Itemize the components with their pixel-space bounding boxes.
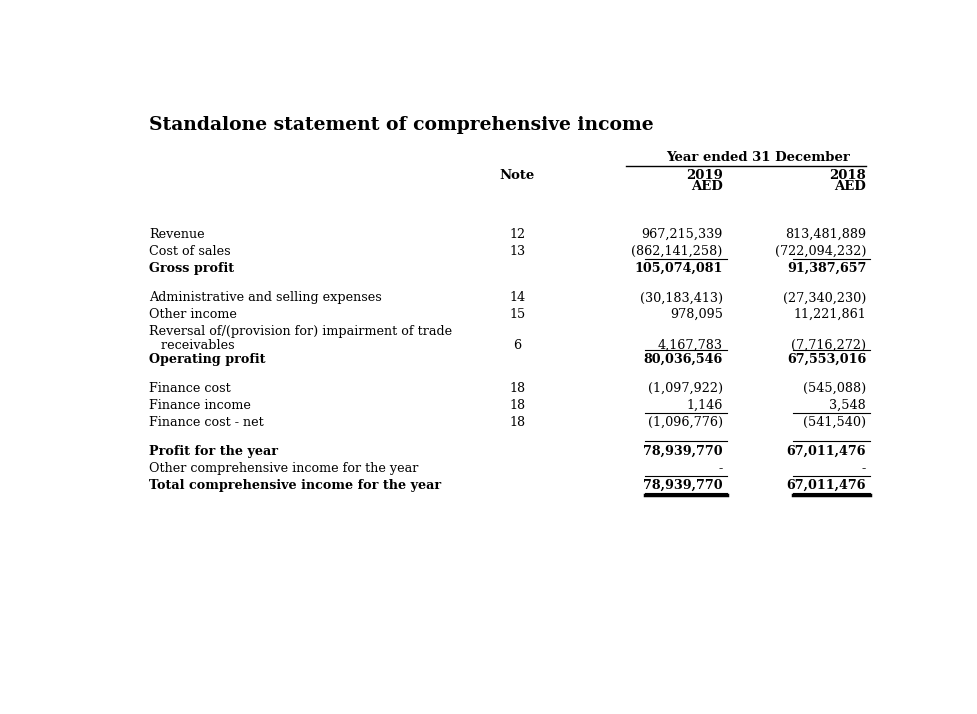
Text: Standalone statement of comprehensive income: Standalone statement of comprehensive in…: [149, 116, 654, 134]
Text: 67,011,476: 67,011,476: [786, 479, 867, 492]
Text: 1,146: 1,146: [687, 399, 723, 412]
Text: Finance income: Finance income: [149, 399, 251, 412]
Text: Administrative and selling expenses: Administrative and selling expenses: [149, 291, 382, 304]
Text: 91,387,657: 91,387,657: [786, 262, 867, 275]
Text: Total comprehensive income for the year: Total comprehensive income for the year: [149, 479, 442, 492]
Text: Finance cost - net: Finance cost - net: [149, 416, 264, 429]
Text: 12: 12: [509, 228, 526, 241]
Text: Operating profit: Operating profit: [149, 353, 266, 366]
Text: AED: AED: [834, 181, 867, 193]
Text: (1,096,776): (1,096,776): [648, 416, 723, 429]
Text: Note: Note: [500, 169, 535, 182]
Text: 813,481,889: 813,481,889: [785, 228, 867, 241]
Text: Revenue: Revenue: [149, 228, 205, 241]
Text: (27,340,230): (27,340,230): [783, 291, 867, 304]
Text: (541,540): (541,540): [803, 416, 867, 429]
Text: 18: 18: [509, 416, 526, 429]
Text: Gross profit: Gross profit: [149, 262, 234, 275]
Text: 3,548: 3,548: [829, 399, 867, 412]
Text: 105,074,081: 105,074,081: [634, 262, 723, 275]
Text: 18: 18: [509, 399, 526, 412]
Text: 11,221,861: 11,221,861: [793, 308, 867, 321]
Text: Reversal of/(provision for) impairment of trade: Reversal of/(provision for) impairment o…: [149, 325, 452, 338]
Text: (1,097,922): (1,097,922): [648, 382, 723, 395]
Text: (30,183,413): (30,183,413): [640, 291, 723, 304]
Text: Finance cost: Finance cost: [149, 382, 231, 395]
Text: 2019: 2019: [686, 169, 723, 182]
Text: 13: 13: [509, 245, 526, 258]
Text: Other comprehensive income for the year: Other comprehensive income for the year: [149, 462, 418, 476]
Text: 967,215,339: 967,215,339: [641, 228, 723, 241]
Text: AED: AED: [691, 181, 723, 193]
Text: 80,036,546: 80,036,546: [644, 353, 723, 366]
Text: 978,095: 978,095: [670, 308, 723, 321]
Text: Other income: Other income: [149, 308, 237, 321]
Text: -: -: [862, 462, 867, 476]
Text: 67,011,476: 67,011,476: [786, 446, 867, 458]
Text: 2018: 2018: [829, 169, 867, 182]
Text: Profit for the year: Profit for the year: [149, 446, 278, 458]
Text: 78,939,770: 78,939,770: [643, 446, 723, 458]
Text: 15: 15: [509, 308, 526, 321]
Text: (545,088): (545,088): [803, 382, 867, 395]
Text: 14: 14: [509, 291, 526, 304]
Text: 67,553,016: 67,553,016: [786, 353, 867, 366]
Text: (722,094,232): (722,094,232): [775, 245, 867, 258]
Text: (862,141,258): (862,141,258): [631, 245, 723, 258]
Text: (7,716,272): (7,716,272): [791, 339, 867, 352]
Text: -: -: [718, 462, 723, 476]
Text: 18: 18: [509, 382, 526, 395]
Text: Year ended 31 December: Year ended 31 December: [665, 151, 850, 164]
Text: 4,167,783: 4,167,783: [658, 339, 723, 352]
Text: Cost of sales: Cost of sales: [149, 245, 231, 258]
Text: 78,939,770: 78,939,770: [643, 479, 723, 492]
Text: 6: 6: [513, 339, 522, 352]
Text: receivables: receivables: [149, 339, 234, 352]
